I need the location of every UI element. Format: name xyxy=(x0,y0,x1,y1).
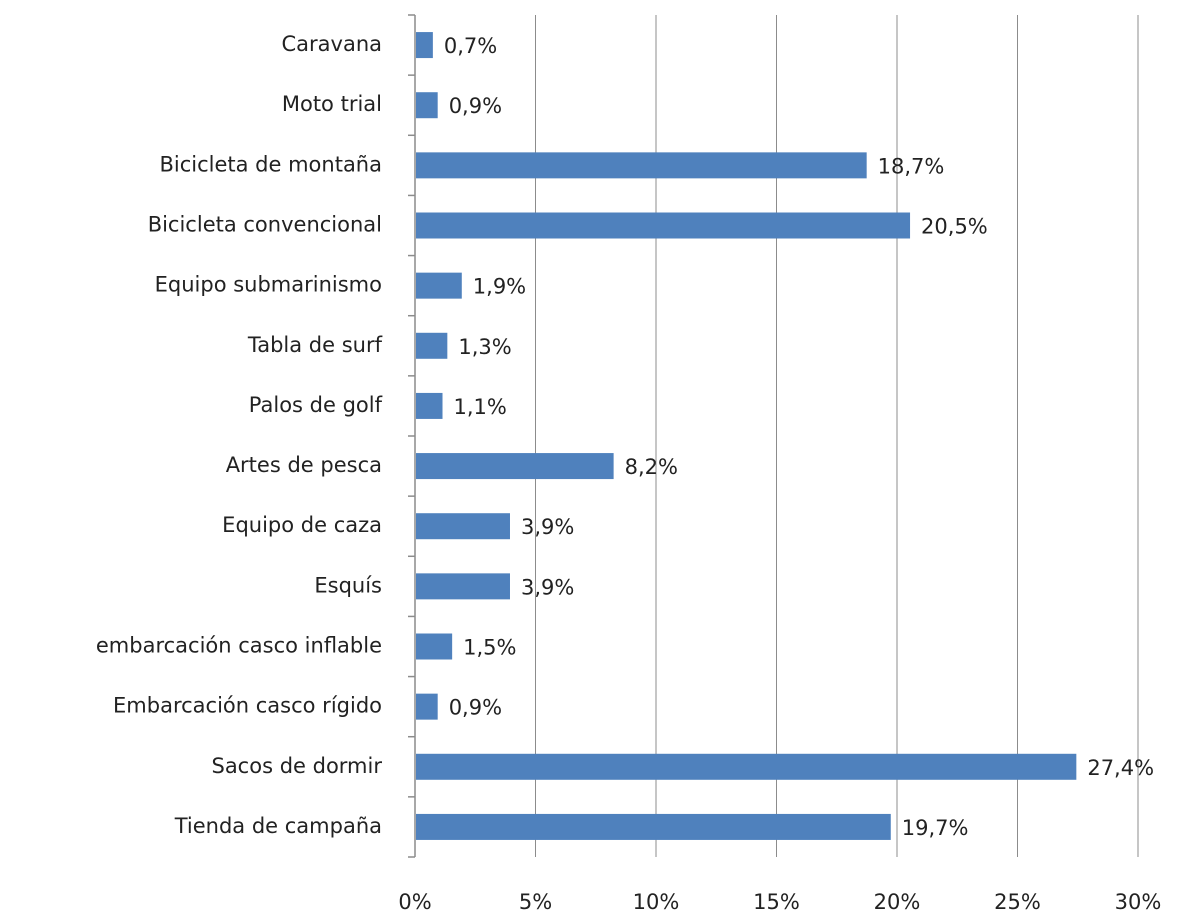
bar xyxy=(416,332,448,359)
value-label: 0,9% xyxy=(449,94,502,118)
x-tick-label: 15% xyxy=(753,890,800,914)
bar xyxy=(416,92,438,119)
value-label: 3,9% xyxy=(521,515,574,539)
bar xyxy=(416,633,453,660)
value-label: 1,5% xyxy=(463,636,516,660)
bar xyxy=(416,212,911,239)
y-tick-label: Tienda de campaña xyxy=(174,814,382,838)
y-tick-label: Esquís xyxy=(314,573,382,597)
bar xyxy=(416,753,1077,780)
value-label: 1,9% xyxy=(473,275,526,299)
bar xyxy=(416,813,891,840)
bar xyxy=(416,32,433,59)
value-label: 1,3% xyxy=(458,335,511,359)
y-tick-label: Artes de pesca xyxy=(226,453,382,477)
y-tick-label: Moto trial xyxy=(282,92,382,116)
x-tick-label: 0% xyxy=(398,890,431,914)
bar xyxy=(416,453,614,480)
value-label: 1,1% xyxy=(454,395,507,419)
bar xyxy=(416,272,462,299)
x-tick-label: 5% xyxy=(519,890,552,914)
bar xyxy=(416,573,510,600)
value-label: 18,7% xyxy=(878,154,945,178)
y-tick-label: embarcación casco inflable xyxy=(96,634,382,658)
value-label: 8,2% xyxy=(625,455,678,479)
y-tick-label: Equipo submarinismo xyxy=(155,273,382,297)
value-label: 3,9% xyxy=(521,575,574,599)
y-tick-label: Equipo de caza xyxy=(222,513,382,537)
value-label: 19,7% xyxy=(902,816,969,840)
y-tick-label: Palos de golf xyxy=(249,393,383,417)
y-tick-label: Tabla de surf xyxy=(247,333,383,357)
y-tick-label: Sacos de dormir xyxy=(211,754,382,778)
bar xyxy=(416,392,443,419)
x-tick-label: 20% xyxy=(874,890,921,914)
bar xyxy=(416,152,867,179)
value-label: 0,9% xyxy=(449,696,502,720)
value-label: 20,5% xyxy=(921,215,988,239)
x-tick-label: 25% xyxy=(994,890,1041,914)
y-tick-label: Caravana xyxy=(281,32,382,56)
y-tick-label: Bicicleta convencional xyxy=(148,213,382,237)
bar xyxy=(416,513,510,540)
x-tick-label: 10% xyxy=(633,890,680,914)
y-tick-label: Embarcación casco rígido xyxy=(113,694,382,718)
y-tick-label: Bicicleta de montaña xyxy=(159,152,382,176)
x-tick-label: 30% xyxy=(1115,890,1162,914)
bar xyxy=(416,693,438,720)
value-label: 0,7% xyxy=(444,34,497,58)
value-label: 27,4% xyxy=(1087,756,1154,780)
